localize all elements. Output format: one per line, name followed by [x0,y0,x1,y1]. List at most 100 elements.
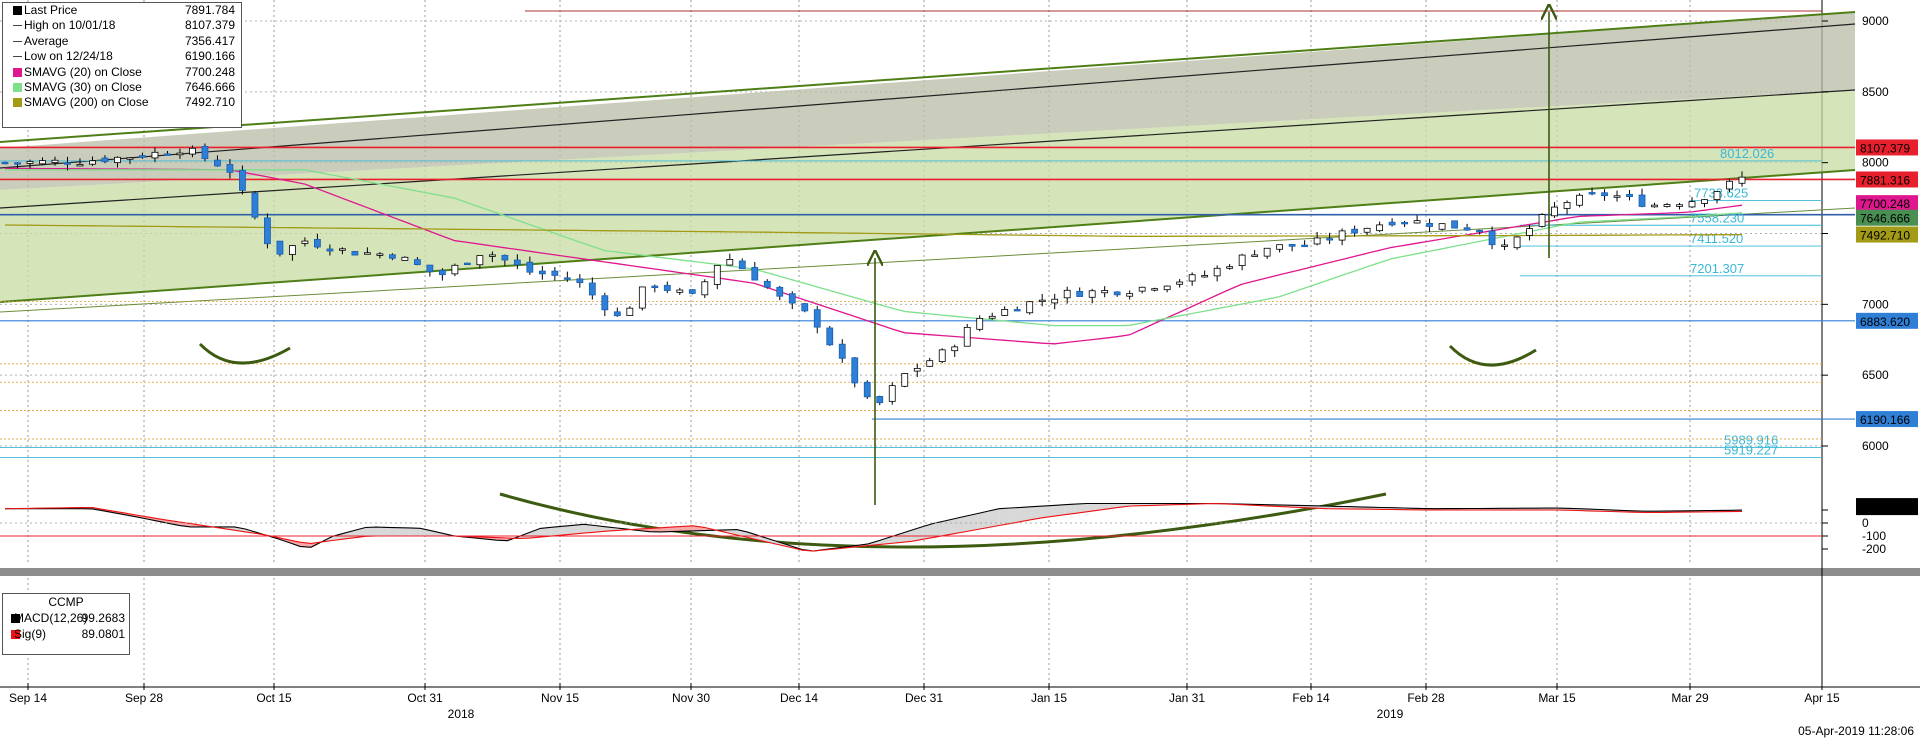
candle-body [1026,301,1034,314]
y-tick-label: 6000 [1862,439,1889,453]
high-marker-icon [13,25,22,27]
candle-body [888,385,896,402]
candle-body [513,259,521,266]
candle-body [1401,221,1408,225]
candle-body [488,254,496,257]
y-tick-label: 6500 [1862,368,1889,382]
candle-body [1538,214,1546,227]
candle-body [938,349,946,362]
candle-body [1588,192,1596,195]
macd-histogram-fill [409,527,421,536]
macd-histogram-fill [1042,505,1054,518]
channel-mid-line [0,23,1856,169]
legend-row: Average 7356.417 [3,34,241,49]
macd-legend-value: 99.2683 [81,611,125,625]
legend-label: Low on 12/24/18 [24,49,113,64]
macd-histogram-fill [671,526,683,532]
candle-body [451,264,459,275]
filled-square-icon [13,67,22,77]
channel-upper-line [0,11,1856,143]
legend-value: 6190.166 [184,49,235,64]
x-tick-label: Nov 30 [672,691,710,705]
handle-curve [1448,344,1537,367]
candle-body [351,251,359,256]
y-tick-label: 8500 [1862,85,1889,99]
candle-body [1376,224,1384,232]
legend-value: 7700.248 [184,64,235,79]
macd-legend: CCMP MACD(12,26) 99.2683 Sig(9) 89.0801 [2,593,130,655]
candle-body [1288,244,1296,247]
level-lines: 8012.026 7733.625 7558.230 7411.520 7201.307… [0,10,1855,458]
candle-body [551,270,559,276]
candle-body [1163,285,1171,291]
candle-body [1426,223,1433,227]
candle-body [388,254,396,259]
candle-body [676,289,684,293]
timestamp: 05-Apr-2019 11:28:06 [1798,724,1914,738]
macd-histogram-fill [977,511,989,530]
candle-body [901,373,909,387]
macd-legend-row: MACD(12,26) 99.2683 [3,610,129,626]
candle-body [114,156,121,164]
candle-body [701,281,709,296]
candle-body [1301,244,1309,248]
axis-value-tag [1856,139,1918,156]
candle-body [926,360,934,367]
macd-histogram-fill [594,525,606,533]
candle-body [976,317,984,330]
fib-level-label: 8012.026 [1720,146,1774,161]
candle-body [1726,180,1733,190]
x-tick-label: Feb 14 [1292,691,1330,705]
macd-histogram-fill [1086,503,1098,512]
legend-label: SMAVG (200) on Close [24,95,149,110]
candle-body [988,315,996,319]
macd-value-label: 99.2683 [1862,500,1906,514]
macd-histogram-fill [365,527,377,537]
candle-body [838,343,846,359]
candle-body [26,161,34,164]
macd-histogram-fill [955,516,967,534]
macd-histogram-fill [1031,506,1043,520]
candle-body [763,280,771,288]
legend-row: High on 10/01/18 8107.379 [3,18,241,33]
legend-label: Last Price [24,3,78,17]
macd-histogram-fill [398,527,410,536]
candle-body [1651,204,1658,208]
candle-body [1201,275,1209,278]
macd-histogram-fill [1053,504,1065,517]
candle-body [1076,290,1084,297]
candle-body [876,396,884,404]
candle-body [1513,236,1521,249]
axis-value-label: 6190.166 [1860,413,1910,427]
candle-body [276,240,284,255]
macd-histogram-fill [988,508,1000,528]
macd-histogram-fill [911,526,923,542]
x-tick-label: Apr 15 [1804,691,1840,705]
macd-tick-label: -100 [1862,529,1886,543]
moving-average-line [4,224,1743,237]
candle-body [1451,220,1458,229]
candle-body [363,252,371,255]
candle-body [1113,291,1121,296]
moving-average-line [5,169,1743,327]
axis-value-tag [1856,209,1918,226]
macd-legend-title: CCMP [48,595,84,609]
candle-body [1226,266,1234,269]
legend-row: Last Price 7891.784 [3,3,241,18]
macd-histogram-fill [769,539,781,546]
macd-histogram-fill [933,520,945,538]
candle-body [813,309,821,328]
legend-value: 7646.666 [184,79,235,94]
candle-body [64,162,71,165]
candle-body [788,293,796,304]
legend-row: Low on 12/24/18 6190.166 [3,49,241,64]
candle-body [1526,228,1533,236]
candle-body [101,157,109,163]
candle-body [1601,192,1608,197]
candle-body [226,164,234,173]
macd-square-icon [11,614,20,623]
legend-row: SMAVG (200) on Close 7492.710 [3,95,241,110]
candle-body [801,303,809,312]
macd-histogram-fill [289,539,300,547]
x-tick-label: Oct 15 [256,691,292,705]
